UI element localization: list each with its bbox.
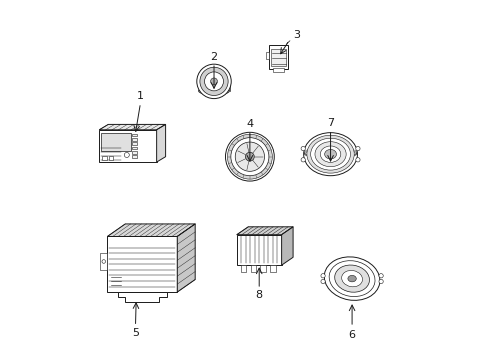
Bar: [132, 151, 136, 154]
Polygon shape: [236, 227, 292, 235]
Bar: [132, 155, 136, 158]
Circle shape: [355, 147, 359, 151]
Ellipse shape: [314, 142, 346, 167]
Circle shape: [378, 274, 383, 278]
Bar: [132, 138, 136, 141]
Circle shape: [320, 279, 325, 284]
Circle shape: [124, 152, 129, 157]
Circle shape: [200, 67, 228, 95]
Polygon shape: [99, 125, 165, 130]
Bar: [236, 235, 281, 265]
Circle shape: [320, 274, 325, 278]
Polygon shape: [177, 224, 195, 292]
FancyArrowPatch shape: [286, 41, 289, 44]
Ellipse shape: [328, 261, 374, 297]
Bar: [270, 265, 275, 272]
Polygon shape: [156, 125, 165, 162]
Bar: [102, 156, 106, 160]
Bar: [132, 142, 136, 145]
Circle shape: [225, 132, 274, 181]
Bar: [240, 265, 246, 272]
Polygon shape: [281, 227, 292, 265]
Text: 2: 2: [210, 52, 217, 62]
Polygon shape: [118, 292, 166, 302]
Circle shape: [355, 158, 359, 162]
Bar: [268, 45, 288, 69]
Bar: [270, 49, 285, 66]
Circle shape: [196, 64, 231, 99]
Ellipse shape: [198, 86, 229, 95]
Text: 8: 8: [255, 291, 262, 301]
FancyBboxPatch shape: [99, 130, 156, 162]
Text: 7: 7: [326, 118, 333, 128]
Bar: [107, 237, 177, 292]
Circle shape: [204, 72, 223, 91]
Circle shape: [235, 142, 264, 171]
Circle shape: [102, 260, 105, 263]
Ellipse shape: [310, 138, 350, 170]
Circle shape: [301, 147, 305, 151]
Text: 5: 5: [132, 328, 139, 338]
Circle shape: [245, 152, 254, 161]
Text: 1: 1: [137, 91, 143, 101]
Bar: [132, 134, 136, 136]
Ellipse shape: [341, 270, 362, 287]
Bar: [108, 156, 113, 160]
Bar: [250, 265, 256, 272]
Ellipse shape: [347, 275, 356, 282]
Ellipse shape: [324, 149, 336, 159]
Circle shape: [378, 279, 383, 284]
Text: 6: 6: [348, 330, 355, 340]
Bar: [101, 133, 131, 151]
Circle shape: [227, 134, 272, 179]
Bar: [265, 52, 268, 59]
Bar: [260, 265, 265, 272]
Ellipse shape: [198, 79, 229, 89]
Bar: [132, 147, 136, 149]
Ellipse shape: [324, 257, 379, 300]
Ellipse shape: [306, 135, 353, 173]
Ellipse shape: [303, 133, 357, 176]
Bar: [272, 68, 284, 72]
Circle shape: [230, 138, 268, 176]
Bar: [100, 253, 107, 270]
Ellipse shape: [320, 146, 340, 162]
Text: 3: 3: [292, 30, 299, 40]
Polygon shape: [107, 224, 195, 237]
Text: 4: 4: [246, 120, 253, 129]
Circle shape: [210, 78, 217, 85]
Circle shape: [301, 158, 305, 162]
Ellipse shape: [334, 265, 369, 292]
